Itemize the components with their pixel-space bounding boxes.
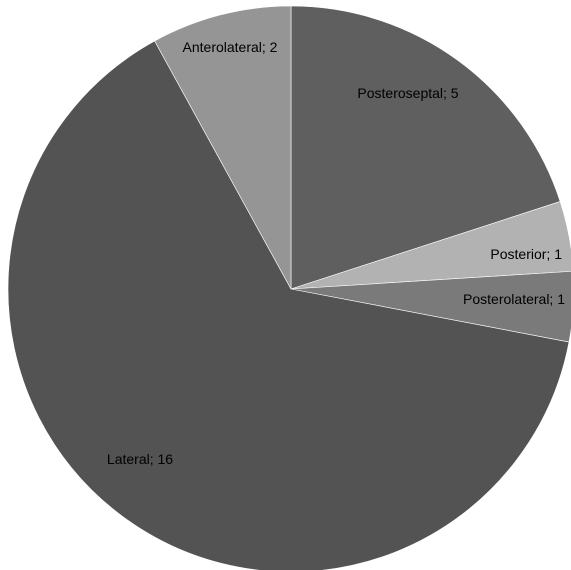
pie-data-labels: Posteroseptal; 5 Posterior; 1 Posterolater… (107, 39, 565, 467)
data-label-posterior: Posterior; 1 (490, 246, 562, 262)
data-label-anterolateral: Anterolateral; 2 (183, 39, 278, 55)
data-label-lateral: Lateral; 16 (107, 451, 173, 467)
data-label-posteroseptal: Posteroseptal; 5 (357, 85, 458, 101)
pie-slice-posteroseptal (290, 5, 561, 290)
pie-slice-posterior (290, 201, 571, 290)
pie-slice-lateral (7, 40, 570, 570)
pie-slice-anterolateral (154, 5, 292, 290)
pie-slices (7, 5, 571, 570)
data-label-posterolateral: Posterolateral; 1 (463, 291, 565, 307)
